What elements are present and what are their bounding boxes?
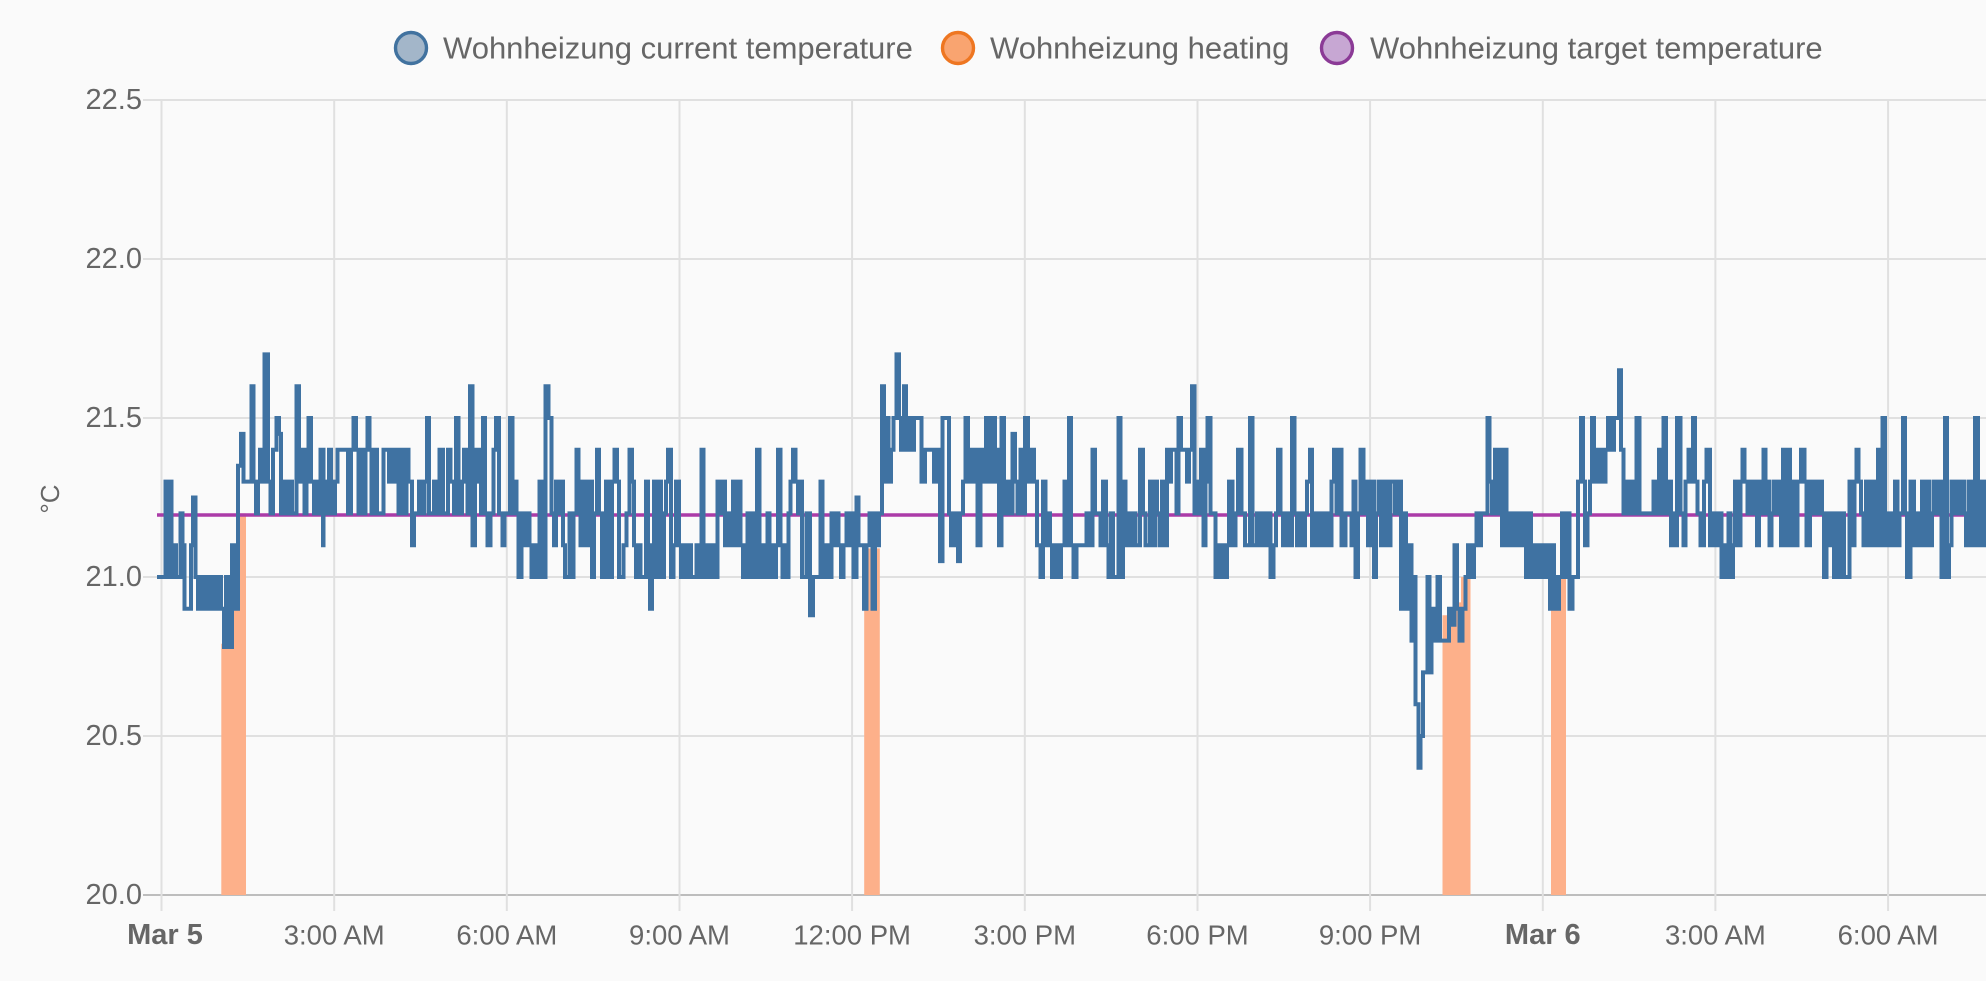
svg-text:9:00 AM: 9:00 AM xyxy=(629,920,730,951)
svg-text:21.5: 21.5 xyxy=(86,402,142,434)
svg-text:Mar 5: Mar 5 xyxy=(127,919,203,951)
svg-text:3:00 AM: 3:00 AM xyxy=(284,920,385,951)
svg-text:20.0: 20.0 xyxy=(86,879,142,911)
svg-text:Wohnheizung target temperature: Wohnheizung target temperature xyxy=(1370,31,1823,66)
svg-text:6:00 PM: 6:00 PM xyxy=(1146,920,1248,951)
svg-text:Wohnheizung heating: Wohnheizung heating xyxy=(990,31,1289,66)
svg-text:3:00 PM: 3:00 PM xyxy=(974,920,1076,951)
svg-text:22.0: 22.0 xyxy=(86,243,142,275)
svg-text:Wohnheizung current temperatur: Wohnheizung current temperature xyxy=(443,31,913,66)
svg-text:21.0: 21.0 xyxy=(86,561,142,593)
svg-text:6:00 AM: 6:00 AM xyxy=(456,920,557,951)
svg-text:Mar 6: Mar 6 xyxy=(1505,919,1581,951)
svg-text:22.5: 22.5 xyxy=(86,84,142,116)
svg-text:6:00 AM: 6:00 AM xyxy=(1838,920,1939,951)
svg-text:20.5: 20.5 xyxy=(86,720,142,752)
svg-text:3:00 AM: 3:00 AM xyxy=(1665,920,1766,951)
svg-text:°C: °C xyxy=(35,484,65,513)
svg-text:12:00 PM: 12:00 PM xyxy=(793,920,911,951)
svg-text:9:00 PM: 9:00 PM xyxy=(1319,920,1421,951)
